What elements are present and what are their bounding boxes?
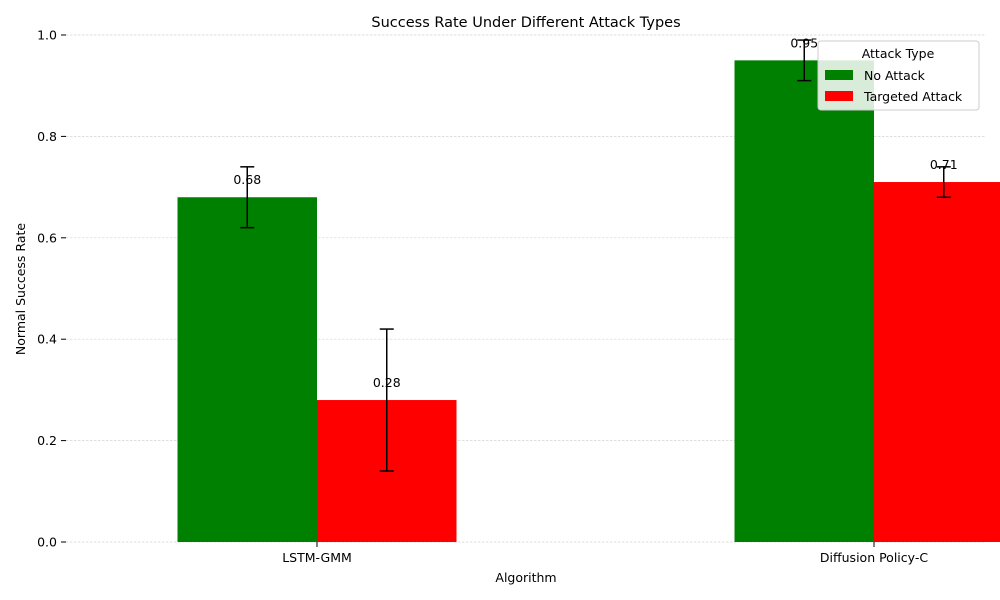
bars bbox=[177, 60, 1000, 543]
x-tick-label: Diffusion Policy-C bbox=[820, 550, 928, 565]
x-axis: LSTM-GMM Diffusion Policy-C bbox=[282, 542, 928, 565]
legend-label-targeted-attack: Targeted Attack bbox=[863, 89, 963, 104]
y-tick-label: 0.8 bbox=[37, 129, 57, 144]
error-bars bbox=[240, 39, 951, 472]
chart-title: Success Rate Under Different Attack Type… bbox=[371, 15, 680, 31]
data-label: 0.68 bbox=[233, 172, 261, 187]
y-tick-label: 1.0 bbox=[37, 28, 57, 43]
y-tick-label: 0.0 bbox=[37, 535, 57, 550]
data-label: 0.28 bbox=[373, 375, 401, 390]
y-tick-label: 0.6 bbox=[37, 230, 57, 245]
data-labels: 0.68 0.95 0.28 0.71 bbox=[233, 35, 957, 390]
y-axis-label: Normal Success Rate bbox=[13, 223, 28, 355]
x-tick-label: LSTM-GMM bbox=[282, 550, 352, 565]
legend: Attack Type No Attack Targeted Attack bbox=[817, 40, 980, 111]
legend-title: Attack Type bbox=[862, 46, 935, 61]
legend-label-no-attack: No Attack bbox=[864, 68, 926, 83]
bar-targeted-attack bbox=[874, 182, 1000, 542]
y-axis: 0.0 0.2 0.4 0.6 0.8 1.0 bbox=[37, 28, 66, 550]
data-label: 0.95 bbox=[790, 35, 818, 50]
bar-no-attack bbox=[734, 60, 874, 542]
x-axis-label: Algorithm bbox=[495, 570, 556, 585]
bar-no-attack bbox=[177, 197, 317, 543]
legend-frame bbox=[817, 40, 980, 111]
y-tick-label: 0.2 bbox=[37, 433, 57, 448]
y-tick-label: 0.4 bbox=[37, 332, 57, 347]
legend-swatch-no-attack bbox=[825, 70, 853, 80]
data-label: 0.71 bbox=[930, 157, 958, 172]
legend-swatch-targeted-attack bbox=[825, 91, 853, 101]
